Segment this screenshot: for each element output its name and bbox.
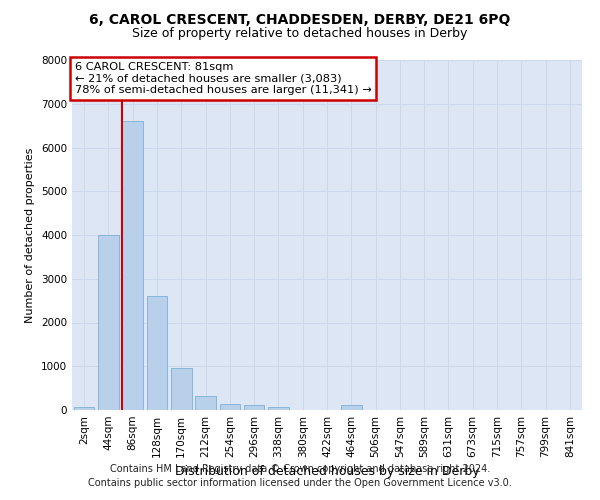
Bar — [268, 407, 289, 410]
Text: 6, CAROL CRESCENT, CHADDESDEN, DERBY, DE21 6PQ: 6, CAROL CRESCENT, CHADDESDEN, DERBY, DE… — [89, 12, 511, 26]
Bar — [98, 235, 119, 410]
Text: 6 CAROL CRESCENT: 81sqm
← 21% of detached houses are smaller (3,083)
78% of semi: 6 CAROL CRESCENT: 81sqm ← 21% of detache… — [74, 62, 371, 95]
Bar — [146, 296, 167, 410]
Y-axis label: Number of detached properties: Number of detached properties — [25, 148, 35, 322]
Bar — [74, 406, 94, 410]
Text: Contains HM Land Registry data © Crown copyright and database right 2024.
Contai: Contains HM Land Registry data © Crown c… — [88, 464, 512, 487]
Text: Size of property relative to detached houses in Derby: Size of property relative to detached ho… — [133, 28, 467, 40]
Bar — [341, 405, 362, 410]
Bar — [220, 404, 240, 410]
X-axis label: Distribution of detached houses by size in Derby: Distribution of detached houses by size … — [175, 466, 479, 478]
Bar — [244, 405, 265, 410]
Bar — [171, 368, 191, 410]
Bar — [195, 396, 216, 410]
Bar — [122, 121, 143, 410]
